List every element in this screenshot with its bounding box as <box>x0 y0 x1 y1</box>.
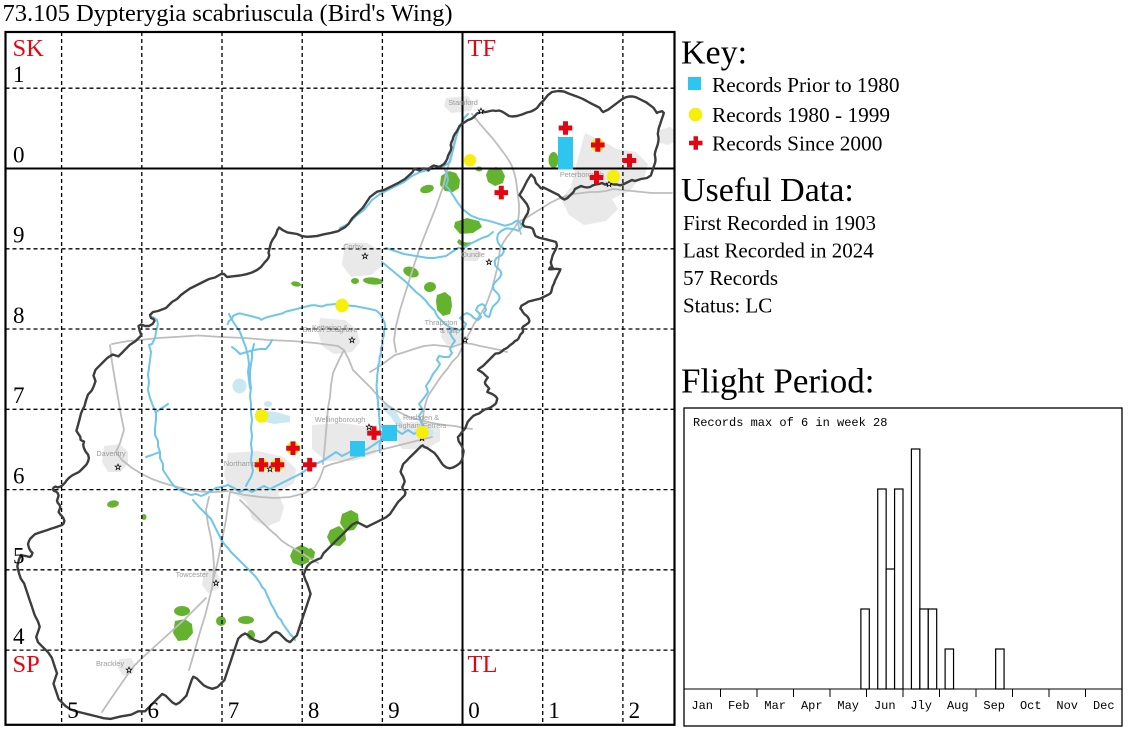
svg-text:Jun: Jun <box>874 699 896 713</box>
svg-text:Jan: Jan <box>691 699 713 713</box>
svg-text:Jly: Jly <box>910 699 932 713</box>
svg-text:SP: SP <box>13 651 40 678</box>
svg-text:Rushden &: Rushden & <box>403 413 439 422</box>
svg-text:Corby: Corby <box>343 242 363 251</box>
svg-text:73.105 Dypterygia scabriuscula: 73.105 Dypterygia scabriuscula (Bird's W… <box>3 0 453 27</box>
svg-text:0: 0 <box>468 698 480 723</box>
svg-text:Towcester: Towcester <box>176 570 209 579</box>
svg-text:9: 9 <box>388 698 400 723</box>
svg-text:0: 0 <box>13 142 25 167</box>
svg-text:Useful Data:: Useful Data: <box>681 172 854 209</box>
svg-text:Burton Seagrave: Burton Seagrave <box>303 325 358 334</box>
svg-text:May: May <box>837 699 859 713</box>
svg-text:Thrapston: Thrapston <box>425 318 458 327</box>
svg-text:6: 6 <box>148 698 160 723</box>
svg-text:Feb: Feb <box>728 699 750 713</box>
svg-text:57 Records: 57 Records <box>683 266 778 290</box>
svg-text:5: 5 <box>67 698 79 723</box>
svg-text:Oundle: Oundle <box>461 250 485 259</box>
svg-text:Mar: Mar <box>764 699 786 713</box>
svg-text:Records Since 2000: Records Since 2000 <box>712 132 882 156</box>
svg-text:1: 1 <box>548 698 560 723</box>
svg-text:Brackley: Brackley <box>96 659 124 668</box>
svg-text:& Islip: & Islip <box>440 326 460 335</box>
svg-text:Aug: Aug <box>947 699 969 713</box>
svg-text:6: 6 <box>13 463 25 488</box>
svg-text:Last Recorded in 2024: Last Recorded in 2024 <box>683 238 874 262</box>
svg-text:Status: LC: Status: LC <box>683 293 772 317</box>
svg-text:Stamford: Stamford <box>448 98 478 107</box>
svg-text:Key:: Key: <box>681 35 747 72</box>
svg-text:Peterborough: Peterborough <box>560 170 604 179</box>
svg-text:Oct: Oct <box>1020 699 1042 713</box>
svg-text:Northampton: Northampton <box>224 459 266 468</box>
svg-text:Nov: Nov <box>1056 699 1078 713</box>
svg-text:Flight Period:: Flight Period: <box>681 362 875 401</box>
svg-text:5: 5 <box>13 544 25 569</box>
svg-text:4: 4 <box>13 624 25 649</box>
svg-text:Records max of 6 in week 28: Records max of 6 in week 28 <box>693 416 887 430</box>
svg-text:TF: TF <box>468 35 497 62</box>
svg-text:Higham Ferrers: Higham Ferrers <box>396 421 447 430</box>
svg-text:Apr: Apr <box>801 699 823 713</box>
svg-text:2: 2 <box>629 698 641 723</box>
svg-text:7: 7 <box>13 383 25 408</box>
svg-text:Wellingborough: Wellingborough <box>315 415 366 424</box>
svg-text:8: 8 <box>308 698 320 723</box>
svg-text:TL: TL <box>468 651 498 678</box>
svg-text:Kettering &: Kettering & <box>312 323 348 332</box>
svg-text:First Recorded in 1903: First Recorded in 1903 <box>683 211 876 235</box>
svg-text:Dec: Dec <box>1093 699 1115 713</box>
svg-text:SK: SK <box>13 35 45 62</box>
svg-text:Sep: Sep <box>983 699 1005 713</box>
svg-text:7: 7 <box>228 698 240 723</box>
svg-text:8: 8 <box>13 303 25 328</box>
svg-text:Records 1980 - 1999: Records 1980 - 1999 <box>712 103 890 127</box>
svg-text:1: 1 <box>13 62 25 87</box>
svg-text:Daventry: Daventry <box>96 449 126 458</box>
svg-text:Records Prior to 1980: Records Prior to 1980 <box>712 73 900 97</box>
svg-text:9: 9 <box>13 223 25 248</box>
